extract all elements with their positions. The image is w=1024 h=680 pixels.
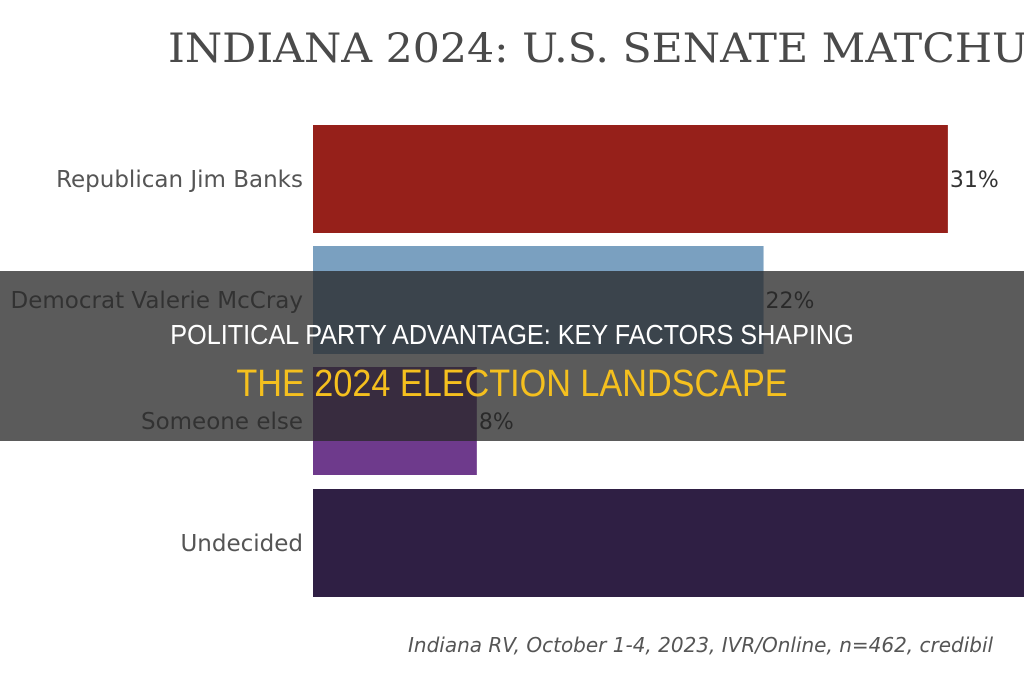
title-banner: POLITICAL PARTY ADVANTAGE: KEY FACTORS S…	[0, 271, 1024, 441]
bar-3	[313, 489, 1024, 597]
bar-0	[313, 125, 948, 233]
banner-line-2: THE 2024 ELECTION LANDSCAPE	[236, 363, 788, 405]
data-label: 31%	[950, 168, 999, 193]
chart-title: INDIANA 2024: U.S. SENATE MATCHU	[168, 26, 1024, 72]
banner-line-1: POLITICAL PARTY ADVANTAGE: KEY FACTORS S…	[170, 319, 854, 350]
chart-footnote: Indiana RV, October 1-4, 2023, IVR/Onlin…	[408, 633, 994, 657]
category-label: Republican Jim Banks	[56, 167, 303, 193]
category-label: Undecided	[180, 531, 303, 557]
